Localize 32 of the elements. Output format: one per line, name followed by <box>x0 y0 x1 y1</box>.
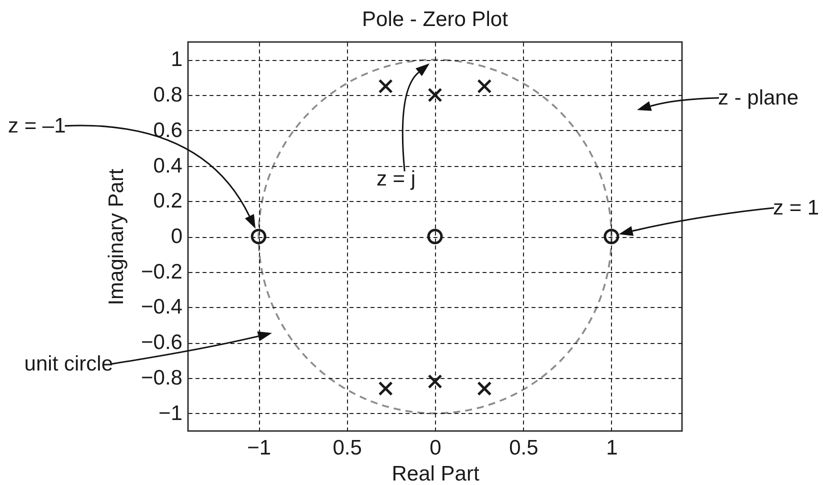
text: z - plane <box>718 86 799 110</box>
annotation: z = j <box>376 167 416 190</box>
y-axis-title: Imaginary Part <box>105 168 128 306</box>
y-tick-label: −0.2 <box>141 260 182 284</box>
chart-title: Pole - Zero Plot <box>362 8 508 31</box>
x-tick-label: 0.5 <box>332 436 362 460</box>
y-tick-label: 0.8 <box>153 84 182 107</box>
point <box>428 88 442 102</box>
point <box>428 374 442 389</box>
y-tick-label: −0.8 <box>141 366 182 390</box>
x-tick-label: 0.5 <box>509 436 538 460</box>
y-tick-label: −1 <box>158 402 182 425</box>
point <box>477 381 492 396</box>
y-tick-label: 0 <box>170 225 182 248</box>
y-tick-label: 1 <box>170 48 182 72</box>
text: unit circle <box>24 352 113 376</box>
y-tick-label: 0.4 <box>153 154 183 178</box>
point <box>378 78 393 94</box>
point <box>250 228 266 244</box>
y-tick-label: −0.6 <box>141 331 182 354</box>
point <box>604 228 620 244</box>
text: z = 1 <box>773 196 820 220</box>
x-axis-title: Real Part <box>392 462 480 485</box>
x-tick-label: 0 <box>430 436 442 460</box>
y-tick-label: −0.4 <box>141 296 183 319</box>
point <box>378 381 393 396</box>
y-tick-label: 0.6 <box>153 118 182 142</box>
x-tick-label: 1 <box>606 436 618 460</box>
point <box>477 78 492 94</box>
text: z = –1 <box>8 114 66 138</box>
x-tick-label: −1 <box>247 436 272 460</box>
y-tick-label: 0.2 <box>153 190 182 213</box>
